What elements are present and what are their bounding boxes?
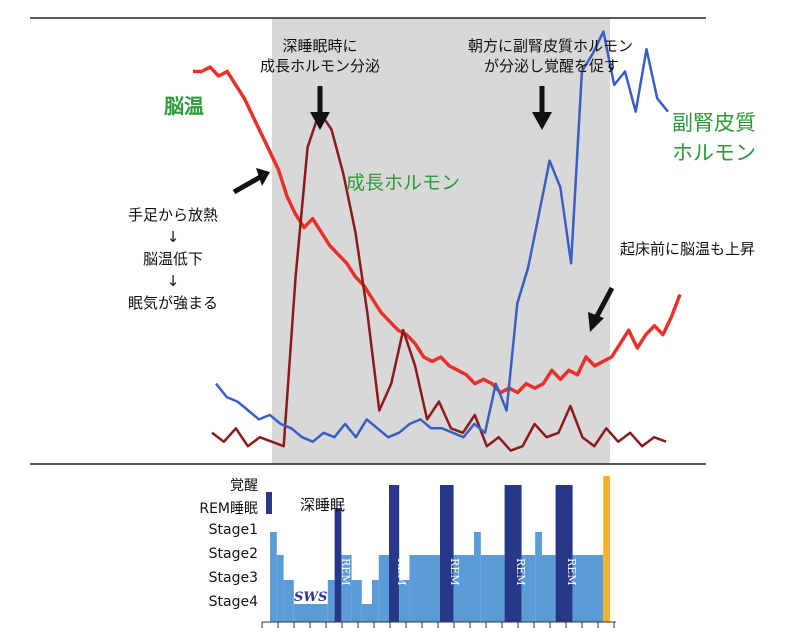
- sleep-stage-block: [399, 580, 410, 622]
- annotation-heat-release: 手足から放熱 ↓ 脳温低下 ↓ 眠気が強まる: [108, 204, 238, 314]
- night-shade: [272, 18, 610, 464]
- annotation-deep-sleep: 深睡眠: [300, 496, 346, 514]
- cortisol-line: [215, 30, 669, 443]
- hormone-lines: [193, 30, 682, 452]
- annotation-morning-cortisol-line2: が分泌し覚醒を促す: [484, 57, 620, 75]
- sleep-stage-block: [504, 485, 522, 622]
- label-brain-temp: 脳温: [164, 94, 204, 118]
- sleep-stage-block: [378, 555, 389, 622]
- rem-label: REM: [514, 558, 527, 586]
- sleep-stage-block: [603, 476, 610, 622]
- sleep-stage-block: [389, 485, 400, 622]
- stage-label-rem: REM睡眠: [199, 501, 258, 517]
- rem-label: REM: [339, 558, 352, 586]
- arrow-head-morning: [532, 112, 552, 130]
- annotation-deep-sleep-gh: 深睡眠時に 成長ホルモン分泌: [258, 36, 382, 76]
- sleep-stage-block: [480, 555, 505, 622]
- annotation-heat-line1: 手足から放熱: [127, 206, 218, 224]
- sleep-stage-block: [334, 508, 342, 622]
- label-cortisol: 副腎皮質 ホルモン: [672, 108, 756, 168]
- stage-label-wake: 覚醒: [230, 478, 258, 494]
- arrow-head-prewake: [588, 312, 604, 332]
- label-cortisol-line2: ホルモン: [672, 141, 756, 165]
- sleep-stage-block: [453, 555, 474, 622]
- annotation-deep-sleep-gh-line1: 深睡眠時に: [282, 37, 358, 55]
- sleep-stage-block: [351, 580, 362, 622]
- annotation-heat-line2: 脳温低下: [142, 250, 203, 268]
- sleep-stage-block: [440, 485, 454, 622]
- annotation-sws: SWS: [294, 590, 328, 605]
- sleep-stage-block: [361, 604, 372, 622]
- sleep-stage-block: [341, 555, 352, 622]
- growth-hormone-line: [211, 110, 667, 452]
- rem-label: REM: [395, 558, 408, 586]
- annotation-arrows: [232, 86, 615, 332]
- annotation-morning-cortisol-line1: 朝方に副腎皮質ホルモン: [468, 37, 634, 55]
- sleep-stage-block: [409, 555, 440, 622]
- stage-label-stage1: Stage1: [208, 522, 258, 538]
- sleep-stage-block: [283, 580, 294, 622]
- sleep-stage-block: [535, 532, 542, 622]
- annotation-prewake-rise: 起床前に脳温も上昇: [620, 240, 756, 258]
- wake-marker-start: [266, 492, 272, 514]
- sleep-stage-block: [276, 555, 284, 622]
- stage-label-stage2: Stage2: [208, 546, 258, 562]
- sleep-stage-block: [474, 532, 481, 622]
- sleep-stage-block: [327, 580, 335, 622]
- sleep-stage-block: [270, 532, 277, 622]
- sleep-stage-block: [293, 604, 328, 622]
- annotation-heat-line3: 眠気が強まる: [127, 294, 218, 312]
- brain-temp-line: [193, 65, 682, 395]
- stage-label-stage4: Stage4: [208, 594, 258, 610]
- sleep-stage-block: [555, 485, 573, 622]
- label-growth-hormone: 成長ホルモン: [346, 172, 461, 194]
- sleep-stage-block: [572, 555, 604, 622]
- annotation-heat-arrow1: ↓: [166, 228, 180, 246]
- annotation-heat-arrow2: ↓: [166, 272, 180, 290]
- rem-label: REM: [448, 558, 461, 586]
- sleep-stage-block: [521, 555, 536, 622]
- sleep-stage-block: [542, 555, 556, 622]
- rem-label: REM: [565, 558, 578, 586]
- label-cortisol-line1: 副腎皮質: [672, 111, 756, 135]
- sleep-stage-block: [372, 580, 379, 622]
- annotation-deep-sleep-gh-line2: 成長ホルモン分泌: [259, 57, 380, 75]
- hypnogram: REM REM REM REM REM: [261, 476, 616, 628]
- arrow-head-deep-sleep: [310, 112, 330, 130]
- arrow-prewake: [593, 286, 615, 320]
- arrow-head-heat: [256, 168, 270, 186]
- stage-label-stage3: Stage3: [208, 570, 258, 586]
- arrow-heat: [232, 173, 264, 195]
- annotation-morning-cortisol: 朝方に副腎皮質ホルモン が分泌し覚醒を促す: [468, 36, 633, 76]
